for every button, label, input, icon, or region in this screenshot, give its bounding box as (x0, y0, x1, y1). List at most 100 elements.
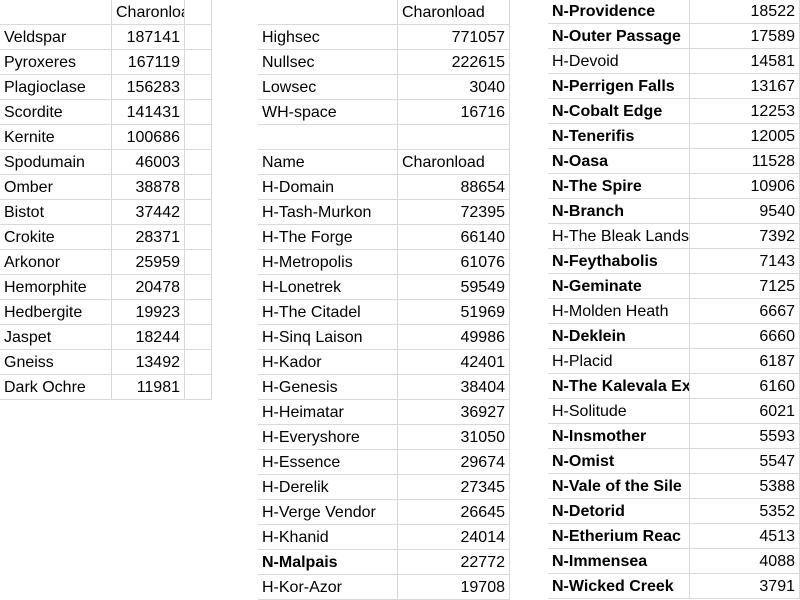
row-name: N-Outer Passage (548, 24, 690, 49)
row-value: 36927 (398, 400, 510, 425)
row-value: 6021 (690, 399, 800, 424)
empty-cell (185, 100, 212, 125)
row-value: 38878 (112, 175, 185, 200)
row-value: 5547 (690, 449, 800, 474)
row-name: H-Khanid (258, 525, 398, 550)
row-name: Crokite (0, 225, 112, 250)
row-name: N-Tenerifis (548, 124, 690, 149)
row-value: 187141 (112, 25, 185, 50)
row-name: H-Lonetrek (258, 275, 398, 300)
empty-cell (185, 325, 212, 350)
row-value: 61076 (398, 250, 510, 275)
row-value: 5388 (690, 474, 800, 499)
row-value: 66140 (398, 225, 510, 250)
row-value: 24014 (398, 525, 510, 550)
row-value: 26645 (398, 500, 510, 525)
empty-cell (258, 125, 398, 150)
row-name: H-Heimatar (258, 400, 398, 425)
row-name: Arkonor (0, 250, 112, 275)
row-name: H-Kador (258, 350, 398, 375)
empty-cell (185, 225, 212, 250)
row-name: N-Vale of the Sile (548, 474, 690, 499)
row-value: 18522 (690, 0, 800, 24)
row-value: 7143 (690, 249, 800, 274)
row-name: H-Kor-Azor (258, 575, 398, 600)
row-value: 25959 (112, 250, 185, 275)
row-name: Hedbergite (0, 300, 112, 325)
row-name: N-Cobalt Edge (548, 99, 690, 124)
row-value: 49986 (398, 325, 510, 350)
column-header: Charonload (398, 150, 510, 175)
row-value: 4513 (690, 524, 800, 549)
row-value: 20478 (112, 275, 185, 300)
row-value: 6187 (690, 349, 800, 374)
row-value: 22772 (398, 550, 510, 575)
row-name: Veldspar (0, 25, 112, 50)
row-value: 37442 (112, 200, 185, 225)
row-value: 51969 (398, 300, 510, 325)
row-value: 3791 (690, 574, 800, 599)
row-name: N-Omist (548, 449, 690, 474)
row-value: 13167 (690, 74, 800, 99)
row-value: 14581 (690, 49, 800, 74)
column-header: Name (258, 150, 398, 175)
row-value: 38404 (398, 375, 510, 400)
row-value: 16716 (398, 100, 510, 125)
row-name: N-Perrigen Falls (548, 74, 690, 99)
row-name: H-The Forge (258, 225, 398, 250)
empty-cell (185, 200, 212, 225)
row-name: N-Deklein (548, 324, 690, 349)
row-name: N-Malpais (258, 550, 398, 575)
row-value: 12253 (690, 99, 800, 124)
row-name: H-Domain (258, 175, 398, 200)
row-name: Jaspet (0, 325, 112, 350)
row-name: H-Derelik (258, 475, 398, 500)
row-value: 42401 (398, 350, 510, 375)
empty-cell (185, 125, 212, 150)
row-value: 156283 (112, 75, 185, 100)
empty-cell (185, 50, 212, 75)
row-name: Kernite (0, 125, 112, 150)
empty-cell (185, 0, 212, 25)
row-name: N-Wicked Creek (548, 574, 690, 599)
row-name: Dark Ochre (0, 375, 112, 400)
row-name: WH-space (258, 100, 398, 125)
row-name: Nullsec (258, 50, 398, 75)
row-name: Gneiss (0, 350, 112, 375)
row-name: H-Placid (548, 349, 690, 374)
row-value: 31050 (398, 425, 510, 450)
row-name: H-Sinq Laison (258, 325, 398, 350)
row-name: Scordite (0, 100, 112, 125)
row-value: 100686 (112, 125, 185, 150)
row-value: 11528 (690, 149, 800, 174)
row-value: 771057 (398, 25, 510, 50)
row-name: H-Metropolis (258, 250, 398, 275)
empty-cell (258, 0, 398, 25)
row-name: H-Tash-Murkon (258, 200, 398, 225)
row-value: 19923 (112, 300, 185, 325)
empty-cell (185, 375, 212, 400)
empty-cell (185, 250, 212, 275)
row-name: N-Immensea (548, 549, 690, 574)
empty-cell (185, 175, 212, 200)
empty-cell (185, 75, 212, 100)
row-name: N-Geminate (548, 274, 690, 299)
row-name: N-Feythabolis (548, 249, 690, 274)
row-value: 11981 (112, 375, 185, 400)
row-value: 19708 (398, 575, 510, 600)
row-name: H-Molden Heath (548, 299, 690, 324)
row-value: 4088 (690, 549, 800, 574)
row-name: N-Detorid (548, 499, 690, 524)
row-value: 6660 (690, 324, 800, 349)
row-value: 46003 (112, 150, 185, 175)
row-name: Hemorphite (0, 275, 112, 300)
empty-cell (185, 150, 212, 175)
row-value: 3040 (398, 75, 510, 100)
row-name: H-Devoid (548, 49, 690, 74)
empty-cell (398, 125, 510, 150)
row-name: N-The Kalevala Ex (548, 374, 690, 399)
row-name: Spodumain (0, 150, 112, 175)
row-name: H-Everyshore (258, 425, 398, 450)
row-name: N-Providence (548, 0, 690, 24)
